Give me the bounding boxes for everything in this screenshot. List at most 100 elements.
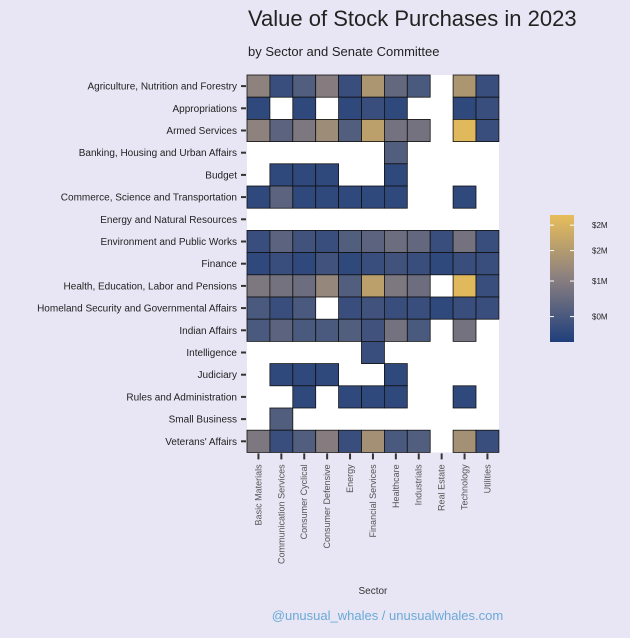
x-tick-label: Utilities bbox=[482, 464, 492, 494]
heatmap-cell bbox=[406, 74, 431, 98]
heatmap-cell bbox=[246, 185, 271, 209]
heatmap-cell bbox=[406, 318, 431, 342]
legend-colorbar bbox=[550, 215, 574, 342]
heatmap-chart: Agriculture, Nutrition and Forestry Appro… bbox=[37, 74, 608, 597]
heatmap-cell bbox=[383, 363, 408, 387]
x-tick-label: Industrials bbox=[414, 464, 424, 506]
y-tick-label: Judiciary bbox=[198, 370, 237, 381]
legend-tick-label: $2M bbox=[592, 247, 608, 256]
heatmap-cell bbox=[338, 252, 362, 276]
heatmap-cell bbox=[292, 119, 317, 143]
heatmap-cell bbox=[361, 296, 385, 320]
heatmap-cell bbox=[383, 141, 408, 165]
heatmap-cell bbox=[361, 318, 385, 342]
y-tick-label: Energy and Natural Resources bbox=[100, 215, 237, 226]
heatmap-cell bbox=[246, 229, 271, 253]
x-tick-label: Real Estate bbox=[437, 464, 447, 511]
legend-tick-label: $1M bbox=[592, 277, 608, 286]
y-tick-label: Homeland Security and Governmental Affai… bbox=[37, 304, 237, 315]
legend-tick-label: $0M bbox=[592, 313, 608, 322]
heatmap-cell bbox=[429, 252, 454, 276]
x-axis-title: Sector bbox=[358, 586, 388, 597]
heatmap-cell bbox=[361, 74, 385, 98]
heatmap-cell bbox=[315, 274, 340, 298]
heatmap-cell bbox=[292, 229, 317, 253]
y-tick-label: Commerce, Science and Transportation bbox=[61, 193, 237, 204]
heatmap-cell bbox=[269, 252, 294, 276]
heatmap-cell bbox=[269, 429, 294, 453]
heatmap-cell bbox=[269, 274, 294, 298]
heatmap-cell bbox=[429, 296, 454, 320]
heatmap-cell bbox=[338, 96, 362, 120]
x-tick-label: Financial Services bbox=[368, 464, 378, 538]
heatmap-cell bbox=[475, 274, 500, 298]
heatmap-cell bbox=[406, 429, 431, 453]
heatmap-cell bbox=[383, 96, 408, 120]
heatmap-cell bbox=[361, 119, 385, 143]
heatmap-cell bbox=[269, 163, 294, 187]
heatmap-cell bbox=[383, 318, 408, 342]
footer-credit[interactable]: @unusual_whales / unusualwhales.com bbox=[271, 608, 504, 623]
heatmap-cell bbox=[452, 274, 477, 298]
heatmap-cell bbox=[406, 229, 431, 253]
heatmap-cell bbox=[383, 252, 408, 276]
x-tick-label: Consumer Cyclical bbox=[299, 464, 309, 539]
heatmap-cell bbox=[315, 119, 340, 143]
x-tick-label: Healthcare bbox=[391, 464, 401, 508]
chart-subtitle: by Sector and Senate Committee bbox=[248, 44, 440, 59]
chart-title: Value of Stock Purchases in 2023 bbox=[248, 6, 577, 31]
x-tick-label: Technology bbox=[460, 464, 470, 510]
heatmap-cell bbox=[292, 274, 317, 298]
heatmap-cell bbox=[452, 229, 477, 253]
heatmap-cell bbox=[383, 163, 408, 187]
heatmap-cell bbox=[383, 274, 408, 298]
heatmap-cell bbox=[406, 252, 431, 276]
heatmap-cell bbox=[315, 163, 340, 187]
heatmap-cell bbox=[361, 252, 385, 276]
heatmap-cell bbox=[361, 274, 385, 298]
heatmap-cell bbox=[361, 340, 385, 364]
x-tick-label: Energy bbox=[345, 464, 355, 493]
heatmap-cell bbox=[406, 119, 431, 143]
heatmap-cell bbox=[452, 119, 477, 143]
heatmap-cell bbox=[406, 296, 431, 320]
y-tick-label: Budget bbox=[205, 170, 237, 181]
y-tick-label: Appropriations bbox=[173, 104, 237, 115]
heatmap-cell bbox=[452, 252, 477, 276]
heatmap-cell bbox=[383, 119, 408, 143]
heatmap-cell bbox=[452, 96, 477, 120]
y-tick-label: Rules and Administration bbox=[126, 392, 237, 403]
y-tick-label: Indian Affairs bbox=[179, 326, 237, 337]
heatmap-cell bbox=[292, 96, 317, 120]
heatmap-cell bbox=[338, 429, 362, 453]
heatmap-cell bbox=[246, 274, 271, 298]
heatmap-cell bbox=[292, 74, 317, 98]
heatmap-cell bbox=[315, 429, 340, 453]
heatmap-cell bbox=[315, 185, 340, 209]
heatmap-cell bbox=[269, 185, 294, 209]
heatmap-cell bbox=[406, 274, 431, 298]
heatmap-cell bbox=[338, 185, 362, 209]
y-tick-label: Finance bbox=[201, 259, 237, 270]
heatmap-cell bbox=[292, 185, 317, 209]
heatmap-cell bbox=[246, 318, 271, 342]
y-tick-label: Intelligence bbox=[186, 348, 237, 359]
heatmap-cell bbox=[452, 185, 477, 209]
heatmap-cell bbox=[246, 74, 271, 98]
heatmap-cell bbox=[475, 252, 500, 276]
heatmap-cell bbox=[338, 385, 362, 409]
y-tick-label: Veterans' Affairs bbox=[165, 437, 237, 448]
heatmap-cell bbox=[452, 385, 477, 409]
heatmap-cell bbox=[246, 429, 271, 453]
y-tick-label: Health, Education, Labor and Pensions bbox=[64, 281, 237, 292]
heatmap-cell bbox=[475, 296, 500, 320]
heatmap-cell bbox=[338, 274, 362, 298]
heatmap-cell bbox=[292, 252, 317, 276]
heatmap-cell bbox=[452, 318, 477, 342]
heatmap-cell bbox=[452, 429, 477, 453]
heatmap-cell bbox=[269, 119, 294, 143]
heatmap-cell bbox=[315, 318, 340, 342]
heatmap-cell bbox=[269, 229, 294, 253]
heatmap-cell bbox=[383, 296, 408, 320]
